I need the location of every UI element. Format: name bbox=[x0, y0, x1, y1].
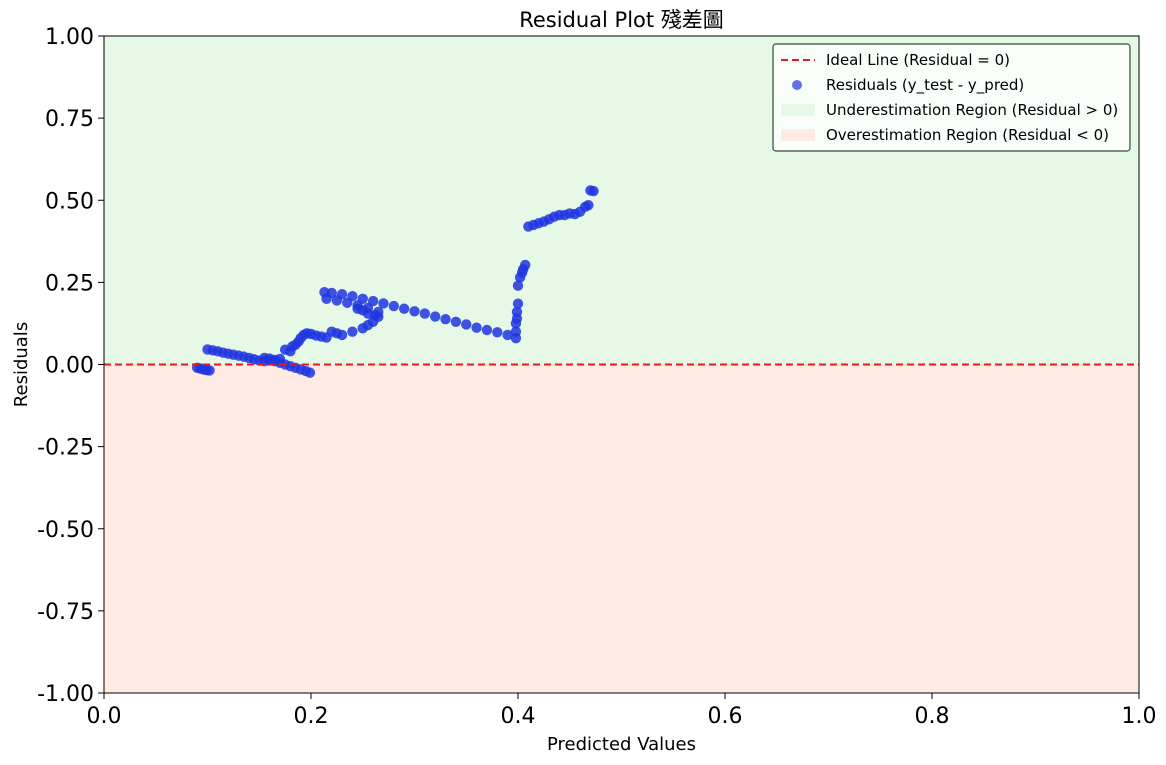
legend: Ideal Line (Residual = 0) Residuals (y_t… bbox=[772, 43, 1131, 152]
residual-point-67 bbox=[492, 327, 503, 338]
x-tick-label: 0.0 bbox=[87, 704, 122, 729]
legend-over-label: Overestimation Region (Residual < 0) bbox=[826, 126, 1109, 144]
y-tick-label: -1.00 bbox=[37, 682, 94, 707]
y-tick-label: 0.25 bbox=[45, 271, 94, 296]
residual-points bbox=[191, 185, 599, 378]
residual-point-44 bbox=[336, 329, 348, 341]
residual-point-63 bbox=[450, 316, 462, 327]
residual-point-83 bbox=[511, 306, 523, 318]
residual-point-59 bbox=[409, 306, 420, 317]
residual-point-64 bbox=[461, 319, 472, 330]
legend-under-label: Underestimation Region (Residual > 0) bbox=[826, 101, 1118, 119]
y-tick-label: -0.75 bbox=[37, 600, 94, 625]
y-axis-ticks: 1.00 0.75 0.50 0.25 0.00 -0.25 -0.50 -0.75 -1.00 bbox=[37, 25, 104, 707]
residual-point-68 bbox=[502, 329, 513, 341]
y-tick-label: 0.75 bbox=[45, 107, 94, 132]
y-tick-label: -0.50 bbox=[37, 518, 94, 543]
residual-point-62 bbox=[440, 313, 451, 325]
residual-point-72 bbox=[342, 297, 353, 308]
residual-point-57 bbox=[388, 300, 399, 312]
x-tick-label: 1.0 bbox=[1122, 704, 1157, 729]
x-tick-label: 0.6 bbox=[708, 704, 743, 729]
residual-point-61 bbox=[430, 311, 441, 322]
residual-point-70 bbox=[321, 293, 332, 304]
residual-point-104 bbox=[588, 185, 599, 197]
legend-ideal-label: Ideal Line (Residual = 0) bbox=[826, 51, 1010, 69]
residual-point-89 bbox=[520, 259, 531, 271]
legend-under-swatch bbox=[781, 104, 815, 116]
residual-point-102 bbox=[583, 199, 594, 211]
overestimation-region bbox=[104, 364, 1139, 693]
residual-point-79 bbox=[352, 303, 363, 314]
y-tick-label: 0.00 bbox=[45, 354, 94, 379]
residual-point-71 bbox=[331, 295, 343, 306]
y-tick-label: 0.50 bbox=[45, 189, 94, 214]
residual-point-84 bbox=[512, 298, 524, 309]
x-axis-ticks: 0.0 0.2 0.4 0.6 0.8 1.0 bbox=[87, 693, 1157, 729]
residual-point-4 bbox=[204, 365, 215, 376]
x-tick-label: 0.8 bbox=[915, 704, 950, 729]
residual-point-76 bbox=[373, 306, 384, 318]
x-axis-label: Predicted Values bbox=[547, 734, 696, 755]
legend-points-label: Residuals (y_test - y_pred) bbox=[826, 76, 1024, 95]
residual-point-80 bbox=[510, 326, 522, 337]
residual-point-45 bbox=[347, 326, 358, 337]
residual-point-65 bbox=[471, 322, 482, 333]
residual-point-60 bbox=[419, 308, 431, 319]
residual-point-85 bbox=[512, 280, 524, 291]
y-axis-label: Residuals bbox=[11, 322, 32, 407]
y-tick-label: 1.00 bbox=[45, 25, 94, 50]
residual-point-66 bbox=[481, 324, 493, 336]
residual-point-56 bbox=[378, 298, 389, 309]
legend-points-swatch bbox=[792, 80, 802, 90]
y-tick-label: -0.25 bbox=[37, 436, 94, 461]
residual-point-58 bbox=[398, 303, 410, 314]
x-tick-label: 0.4 bbox=[501, 704, 536, 729]
x-tick-label: 0.2 bbox=[294, 704, 329, 729]
residual-point-29 bbox=[304, 367, 316, 378]
chart-title: Residual Plot 殘差圖 bbox=[519, 8, 724, 32]
legend-box bbox=[772, 43, 1131, 152]
legend-over-swatch bbox=[781, 129, 815, 141]
